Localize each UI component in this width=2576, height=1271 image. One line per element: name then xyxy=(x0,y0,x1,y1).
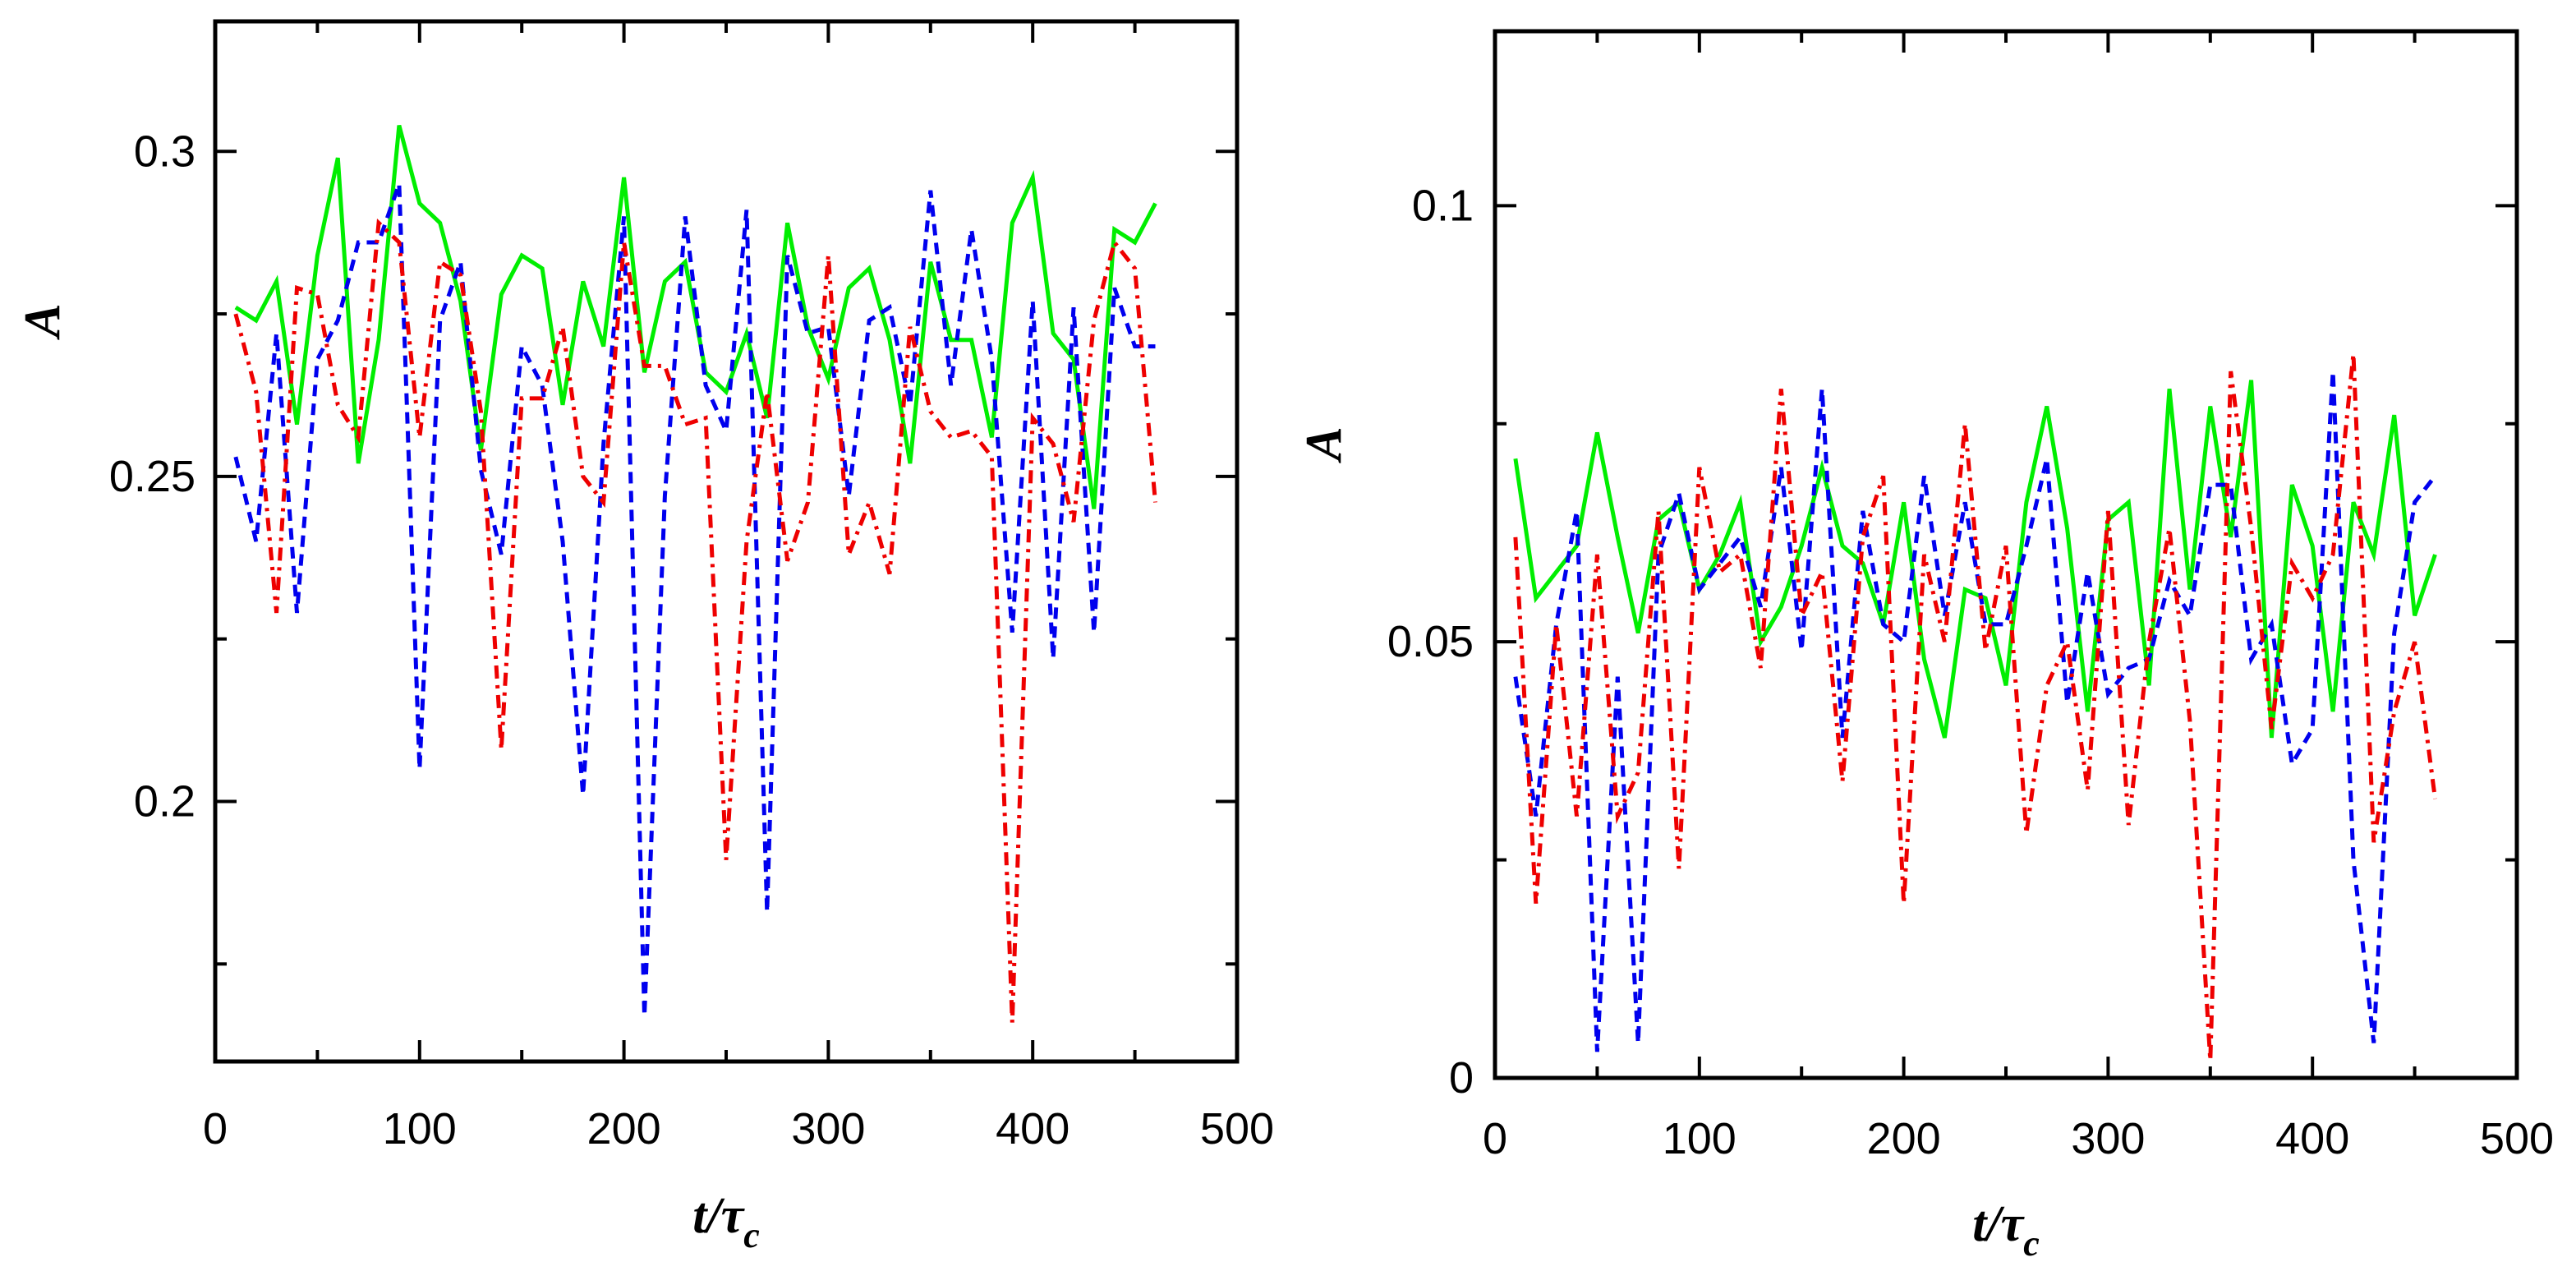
left-y-tick-label: 0.3 xyxy=(134,127,196,176)
left-x-tick-label: 500 xyxy=(1200,1104,1274,1154)
right-x-tick-labels: 0 100 200 300 400 500 xyxy=(1483,1114,2554,1163)
left-series-lines xyxy=(233,124,1157,1023)
right-x-axis-label: t/τc xyxy=(1972,1196,2040,1264)
right-x-tick-label: 200 xyxy=(1867,1114,1941,1163)
right-series-lines xyxy=(1513,353,2437,1061)
right-x-tick-label: 500 xyxy=(2480,1114,2554,1163)
left-x-tick-labels: 0 100 200 300 400 500 xyxy=(203,1104,1274,1154)
right-x-tick-label: 100 xyxy=(1663,1114,1736,1163)
series-line-dashed xyxy=(1513,371,2437,1052)
left-y-axis-label: A xyxy=(15,303,71,340)
left-y-tick-label: 0.25 xyxy=(109,452,196,501)
right-y-tick-label: 0.05 xyxy=(1387,617,1474,666)
series-line-dashed xyxy=(233,182,1156,1016)
left-chart: 0 100 200 300 400 500 0.2 0.25 0.3 t/τc … xyxy=(15,19,1274,1255)
right-y-tick-labels: 0 0.05 0.1 xyxy=(1387,181,1474,1103)
right-chart: 0 100 200 300 400 500 0 0.05 0.1 t/τc A xyxy=(1296,29,2554,1264)
left-x-tick-label: 100 xyxy=(383,1104,457,1154)
right-y-axis-label: A xyxy=(1296,426,1352,463)
right-x-tick-label: 300 xyxy=(2071,1114,2145,1163)
left-x-tick-label: 300 xyxy=(791,1104,865,1154)
series-line-dash-dot xyxy=(233,218,1157,1023)
right-y-tick-label: 0.1 xyxy=(1412,181,1474,230)
series-line-solid xyxy=(1513,380,2437,739)
left-x-tick-label: 400 xyxy=(996,1104,1070,1154)
left-axis-ticks xyxy=(214,21,1239,1061)
right-x-tick-label: 400 xyxy=(2275,1114,2349,1163)
right-axis-ticks xyxy=(1493,31,2518,1080)
left-y-tick-labels: 0.2 0.25 0.3 xyxy=(109,127,196,826)
right-y-tick-label: 0 xyxy=(1449,1053,1474,1103)
left-y-tick-label: 0.2 xyxy=(134,777,196,827)
left-x-tick-label: 0 xyxy=(203,1104,228,1154)
series-line-dash-dot xyxy=(1513,353,2437,1061)
left-x-tick-label: 200 xyxy=(587,1104,661,1154)
left-x-axis-label: t/τc xyxy=(692,1188,760,1255)
right-x-tick-label: 0 xyxy=(1483,1114,1507,1163)
left-plot-frame xyxy=(213,19,1240,1064)
